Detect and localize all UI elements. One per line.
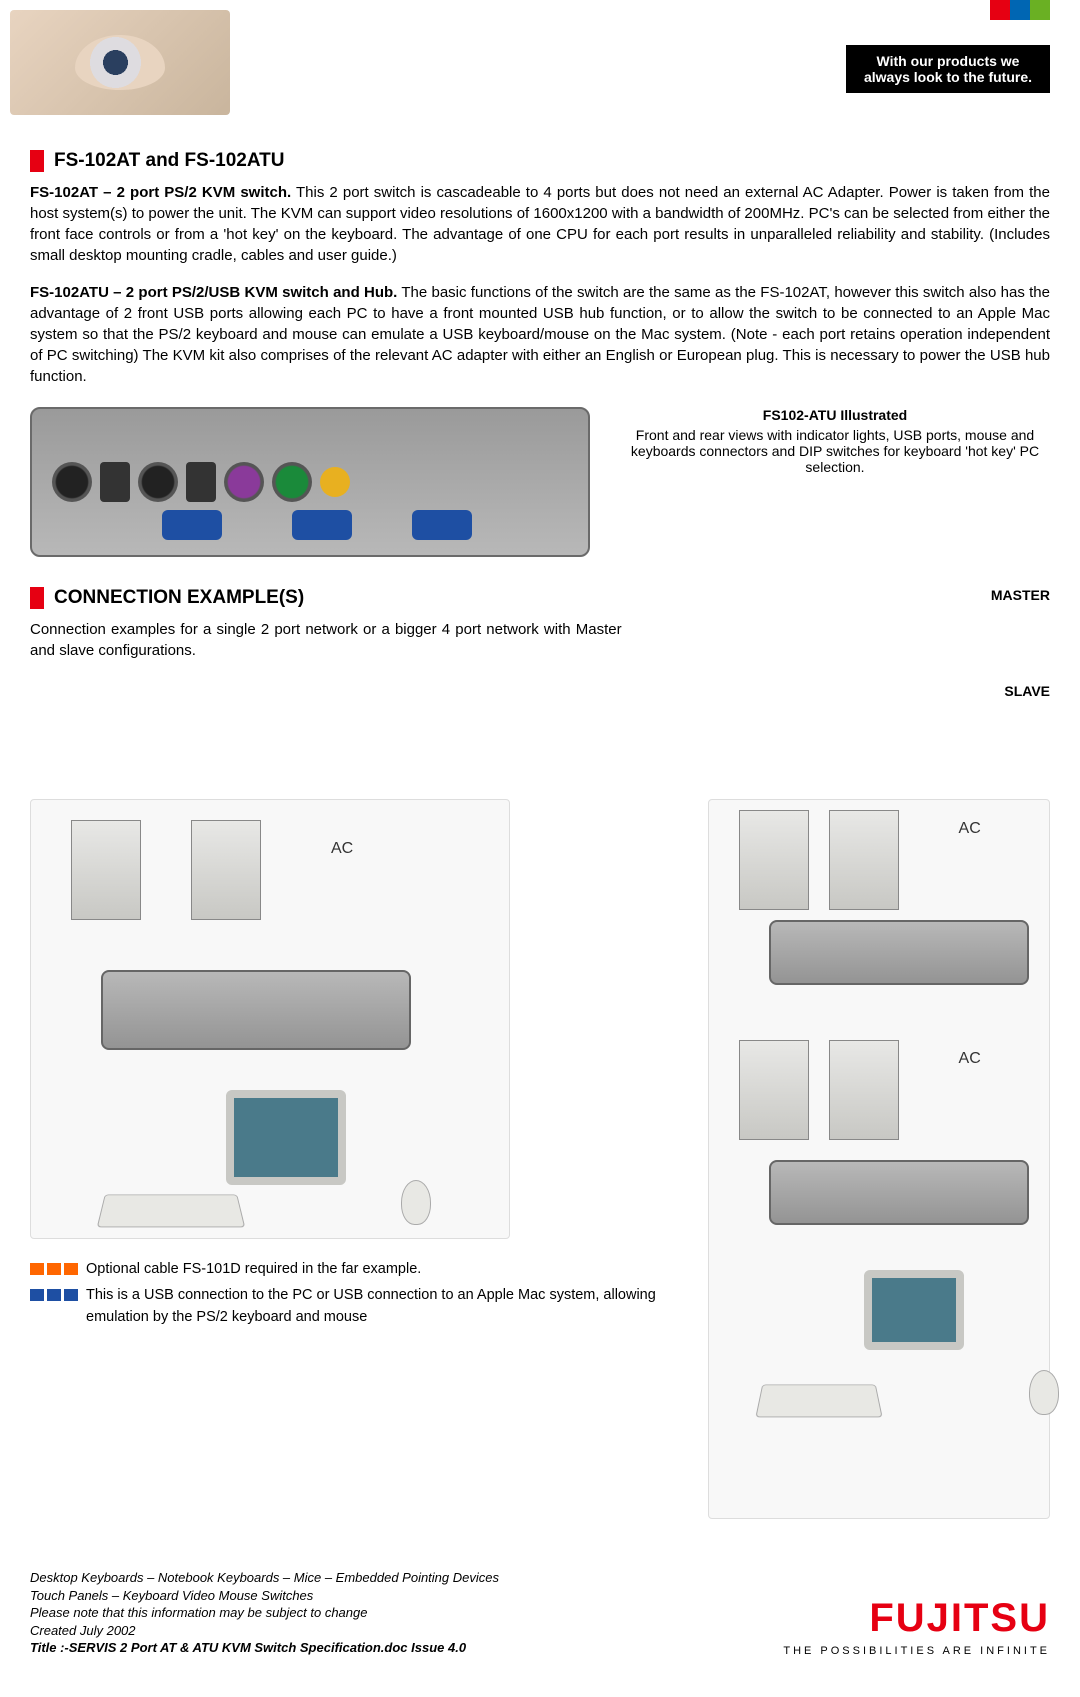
pc-tower-icon [829, 810, 899, 910]
tagline-box: With our products we always look to the … [846, 45, 1050, 93]
color-block-green [1030, 0, 1050, 20]
pc-tower-icon [739, 810, 809, 910]
section1-heading: FS-102AT and FS-102ATU [30, 150, 1050, 172]
page-footer: Desktop Keyboards – Notebook Keyboards –… [0, 1559, 1080, 1657]
section2-row: CONNECTION EXAMPLE(S) Connection example… [30, 587, 1050, 779]
pc-tower-icon [191, 820, 261, 920]
main-content: FS-102AT and FS-102ATU FS-102AT – 2 port… [0, 150, 1080, 1519]
legend-swatch-blue [30, 1289, 78, 1301]
footer-text: Desktop Keyboards – Notebook Keyboards –… [30, 1569, 499, 1657]
mouse-icon [401, 1180, 431, 1225]
para2-lead: FS-102ATU – 2 port PS/2/USB KVM switch a… [30, 284, 397, 301]
ac-label: AC [331, 840, 353, 858]
master-slave-labels: MASTER SLAVE [662, 587, 1050, 779]
section1-para2: FS-102ATU – 2 port PS/2/USB KVM switch a… [30, 282, 1050, 387]
para1-lead: FS-102AT – 2 port PS/2 KVM switch. [30, 184, 291, 201]
kvm-unit-icon [769, 1160, 1029, 1225]
section2-heading: CONNECTION EXAMPLE(S) [30, 587, 622, 609]
usb-port-icon [100, 462, 130, 502]
dc-port-icon [320, 467, 350, 497]
product-illustration-row: FS102-ATU Illustrated Front and rear vie… [30, 407, 1050, 557]
section1-para1: FS-102AT – 2 port PS/2 KVM switch. This … [30, 182, 1050, 266]
kvm-unit-icon [101, 970, 411, 1050]
mouse-port-icon [272, 462, 312, 502]
section1-title: FS-102AT and FS-102ATU [54, 150, 285, 172]
footer-line5: Title :-SERVIS 2 Port AT & ATU KVM Switc… [30, 1639, 499, 1657]
monitor-icon [864, 1270, 964, 1350]
section2-intro: Connection examples for a single 2 port … [30, 619, 622, 661]
ac-label: AC [959, 820, 981, 838]
mouse-icon [1029, 1370, 1059, 1415]
header-color-blocks [990, 0, 1050, 20]
monitor-icon [226, 1090, 346, 1185]
header-banner: With our products we always look to the … [0, 0, 1080, 120]
footer-line4: Created July 2002 [30, 1622, 499, 1640]
slave-label: SLAVE [662, 683, 1050, 699]
color-block-red [990, 0, 1010, 20]
header-eye-image [10, 10, 230, 115]
pc-tower-icon [739, 1040, 809, 1140]
section2-title: CONNECTION EXAMPLE(S) [54, 587, 304, 609]
device-caption: FS102-ATU Illustrated Front and rear vie… [620, 407, 1050, 475]
footer-logo-block: FUJITSU THE POSSIBILITIES ARE INFINITE [783, 1596, 1050, 1657]
footer-line2: Touch Panels – Keyboard Video Mouse Swit… [30, 1587, 499, 1605]
keyboard-port-icon [224, 462, 264, 502]
legend-text-1: Optional cable FS-101D required in the f… [86, 1259, 421, 1281]
keyboard-icon [755, 1385, 882, 1418]
legend-item-1: Optional cable FS-101D required in the f… [30, 1259, 668, 1281]
vga-port-icon [412, 510, 472, 540]
footer-line1: Desktop Keyboards – Notebook Keyboards –… [30, 1569, 499, 1587]
pc-tower-icon [829, 1040, 899, 1140]
color-block-blue [1010, 0, 1030, 20]
vga-port-icon [162, 510, 222, 540]
footer-line3: Please note that this information may be… [30, 1604, 499, 1622]
keyboard-icon [97, 1195, 246, 1228]
eye-icon [75, 35, 165, 90]
fujitsu-logo: FUJITSU [783, 1596, 1050, 1641]
pc-tower-icon [71, 820, 141, 920]
ps2-port-icon [138, 462, 178, 502]
caption-title: FS102-ATU Illustrated [620, 407, 1050, 423]
legend: Optional cable FS-101D required in the f… [30, 1259, 668, 1328]
tagline-line2: always look to the future. [864, 69, 1032, 85]
tagline-line1: With our products we [864, 53, 1032, 69]
vga-port-icon [292, 510, 352, 540]
master-label: MASTER [662, 587, 1050, 603]
connection-diagram-4port: AC AC [708, 799, 1050, 1519]
section-marker-icon [30, 587, 44, 609]
section-marker-icon [30, 150, 44, 172]
connection-diagram-2port: AC [30, 799, 510, 1239]
kvm-unit-icon [769, 920, 1029, 985]
caption-body: Front and rear views with indicator ligh… [631, 427, 1039, 475]
ac-label: AC [959, 1050, 981, 1068]
legend-item-2: This is a USB connection to the PC or US… [30, 1285, 668, 1329]
ps2-port-icon [52, 462, 92, 502]
usb-port-icon [186, 462, 216, 502]
device-rear-image [30, 407, 590, 557]
diagrams-row: AC Optional cable FS-101D required in th… [30, 799, 1050, 1519]
fujitsu-tagline: THE POSSIBILITIES ARE INFINITE [783, 1645, 1050, 1657]
legend-text-2: This is a USB connection to the PC or US… [86, 1285, 668, 1329]
legend-swatch-orange [30, 1263, 78, 1275]
